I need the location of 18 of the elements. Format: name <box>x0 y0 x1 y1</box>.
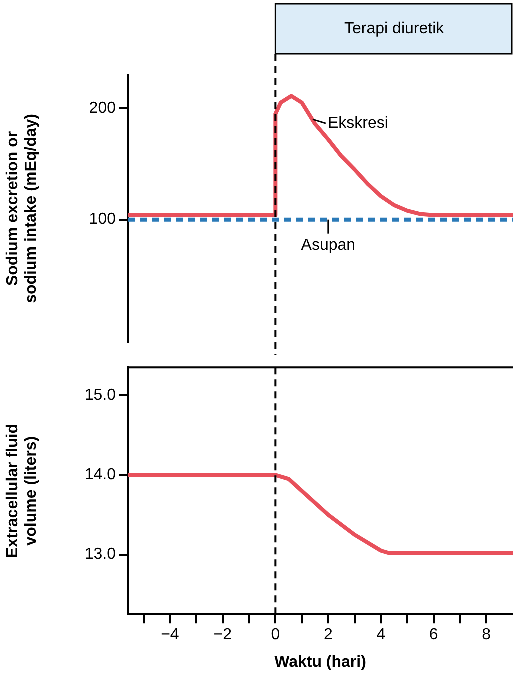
annotation: Asupan <box>301 237 356 254</box>
x-tick-label: 0 <box>271 626 280 644</box>
x-tick-label: 4 <box>376 626 386 644</box>
y-tick-label: 14.0 <box>84 466 116 484</box>
annotation: Ekskresi <box>328 114 388 132</box>
x-axis-title: Waktu (hari) <box>274 654 366 671</box>
y-tick-label: 13.0 <box>84 546 116 564</box>
text: Terapi diuretik <box>344 20 446 38</box>
x-tick-label: 8 <box>482 626 492 644</box>
x-tick-label: −2 <box>214 626 232 644</box>
x-tick-label: 6 <box>429 626 438 644</box>
y-tick-label: 15.0 <box>84 386 116 404</box>
y-axis-title: Sodium excretion or sodium intake (mEq/day) <box>4 114 40 304</box>
y-tick-label: 100 <box>89 211 116 228</box>
y-tick-label: 200 <box>89 100 116 117</box>
x-tick-label: 2 <box>324 626 333 644</box>
x-tick-label: −4 <box>161 626 180 644</box>
y-axis-title: Extracellular fluid volume (liters) <box>4 424 40 558</box>
